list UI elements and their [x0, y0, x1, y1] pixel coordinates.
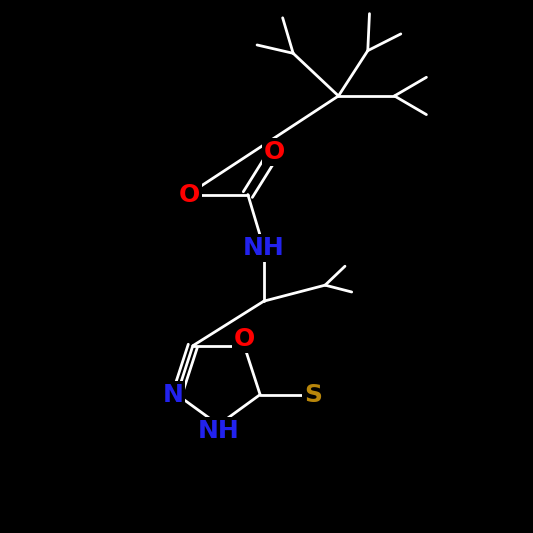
- Text: NH: NH: [198, 419, 239, 443]
- Text: NH: NH: [243, 236, 285, 260]
- Text: O: O: [179, 182, 200, 207]
- Text: N: N: [162, 383, 183, 407]
- Text: O: O: [264, 140, 285, 164]
- Text: O: O: [233, 327, 255, 351]
- Text: S: S: [304, 383, 322, 407]
